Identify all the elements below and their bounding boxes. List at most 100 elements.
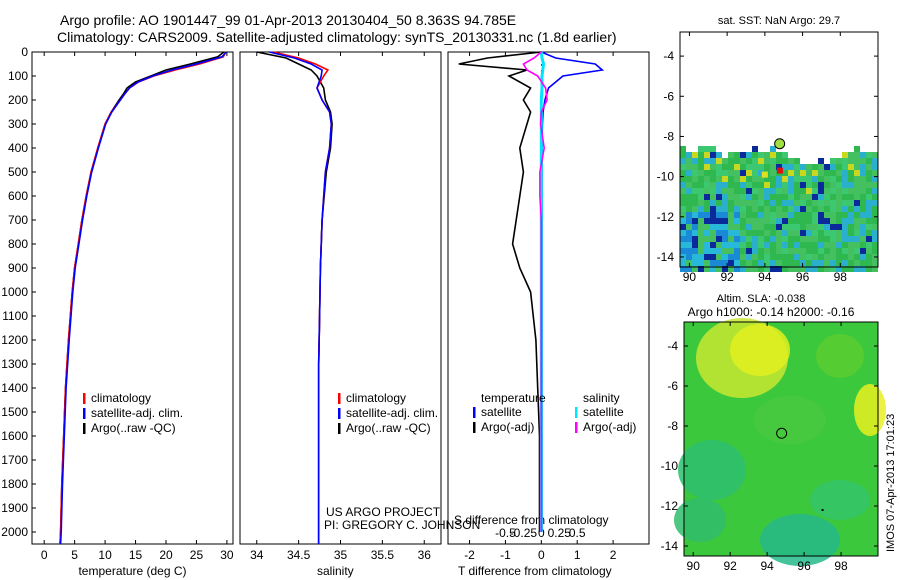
sst-cell — [752, 188, 758, 194]
sst-cell — [752, 206, 758, 212]
sst-cell — [866, 200, 872, 206]
sst-cell — [854, 266, 860, 272]
sst-cell — [848, 188, 854, 194]
sst-cell — [830, 182, 836, 188]
sst-cell — [848, 212, 854, 218]
sst-cell — [740, 176, 746, 182]
depth-tick-label: 1500 — [1, 405, 28, 419]
sst-cell — [770, 146, 776, 152]
sst-cell — [740, 182, 746, 188]
sst-cell — [836, 188, 842, 194]
sst-cell — [842, 218, 848, 224]
sst-cell — [848, 194, 854, 200]
sst-cell — [680, 206, 686, 212]
sst-cell — [740, 206, 746, 212]
sst-cell — [758, 254, 764, 260]
difference-series-salinity Argo(-adj) — [522, 51, 548, 532]
sst-cell — [782, 230, 788, 236]
sst-cell — [794, 248, 800, 254]
sst-cell — [734, 260, 740, 266]
salinity-legend-swatch — [338, 393, 341, 404]
sst-cell — [698, 230, 704, 236]
sst-cell — [752, 236, 758, 242]
sst-cell — [692, 182, 698, 188]
sst-cell — [854, 182, 860, 188]
sst-cell — [776, 188, 782, 194]
sst-cell — [764, 266, 770, 272]
temperature-series-Argo(..raw -QC) — [59, 51, 225, 545]
sst-cell — [704, 230, 710, 236]
temperature-axis-tick-label: 20 — [159, 548, 173, 562]
sst-cell — [734, 224, 740, 230]
sst-cell — [854, 188, 860, 194]
sst-cell — [860, 170, 866, 176]
sst-cell — [830, 176, 836, 182]
sst-cell — [686, 158, 692, 164]
depth-tick-label: 100 — [8, 69, 28, 83]
sst-cell — [848, 236, 854, 242]
sst-cell — [872, 158, 878, 164]
sst-cell — [704, 158, 710, 164]
sst-cell — [692, 164, 698, 170]
sst-cell — [710, 206, 716, 212]
sst-cell — [728, 224, 734, 230]
sst-cell — [872, 152, 878, 158]
depth-tick-label: 1000 — [1, 285, 28, 299]
sst-cell — [746, 212, 752, 218]
sst-cell — [872, 248, 878, 254]
sst-cell — [788, 224, 794, 230]
sst-cell — [800, 194, 806, 200]
sst-cell — [860, 248, 866, 254]
sst-cell — [722, 218, 728, 224]
depth-tick-label: 800 — [8, 237, 28, 251]
sst-cell — [710, 224, 716, 230]
sst-map-ytick-label: -6 — [663, 89, 674, 103]
sst-cell — [836, 218, 842, 224]
sst-cell — [770, 182, 776, 188]
sst-cell — [806, 164, 812, 170]
sst-cell — [842, 242, 848, 248]
sst-cell — [854, 152, 860, 158]
sst-cell — [794, 194, 800, 200]
sst-cell — [794, 164, 800, 170]
sst-cell — [722, 170, 728, 176]
difference-t-axis-tick-label: -1 — [500, 548, 511, 562]
sst-cell — [776, 260, 782, 266]
sst-cell — [722, 260, 728, 266]
sst-cell — [680, 248, 686, 254]
sst-cell — [680, 188, 686, 194]
sst-cell — [686, 236, 692, 242]
sst-cell — [734, 164, 740, 170]
sst-cell — [740, 242, 746, 248]
sst-cell — [704, 200, 710, 206]
sst-cell — [734, 152, 740, 158]
sst-cell — [806, 218, 812, 224]
sst-cell — [842, 260, 848, 266]
sst-cell — [746, 260, 752, 266]
sst-cell — [842, 230, 848, 236]
sst-cell — [806, 248, 812, 254]
sst-cell — [836, 206, 842, 212]
sst-cell — [752, 260, 758, 266]
sst-cell — [764, 218, 770, 224]
sst-cell — [752, 254, 758, 260]
sst-cell — [758, 260, 764, 266]
sst-cell — [680, 170, 686, 176]
sst-cell — [818, 200, 824, 206]
depth-tick-label: 400 — [8, 141, 28, 155]
sst-cell — [746, 152, 752, 158]
sst-cell — [842, 212, 848, 218]
sst-cell — [776, 176, 782, 182]
sst-cell — [806, 206, 812, 212]
difference-legend-label: satellite — [583, 405, 624, 419]
sst-cell — [758, 164, 764, 170]
sst-cell — [872, 200, 878, 206]
sst-cell — [728, 212, 734, 218]
sst-cell — [728, 260, 734, 266]
sst-cell — [728, 152, 734, 158]
sst-cell — [830, 200, 836, 206]
difference-s-tick-label: -0.25 — [510, 526, 538, 540]
sst-cell — [734, 170, 740, 176]
sst-cell — [836, 266, 842, 272]
sla-anomaly-blob — [760, 514, 840, 566]
